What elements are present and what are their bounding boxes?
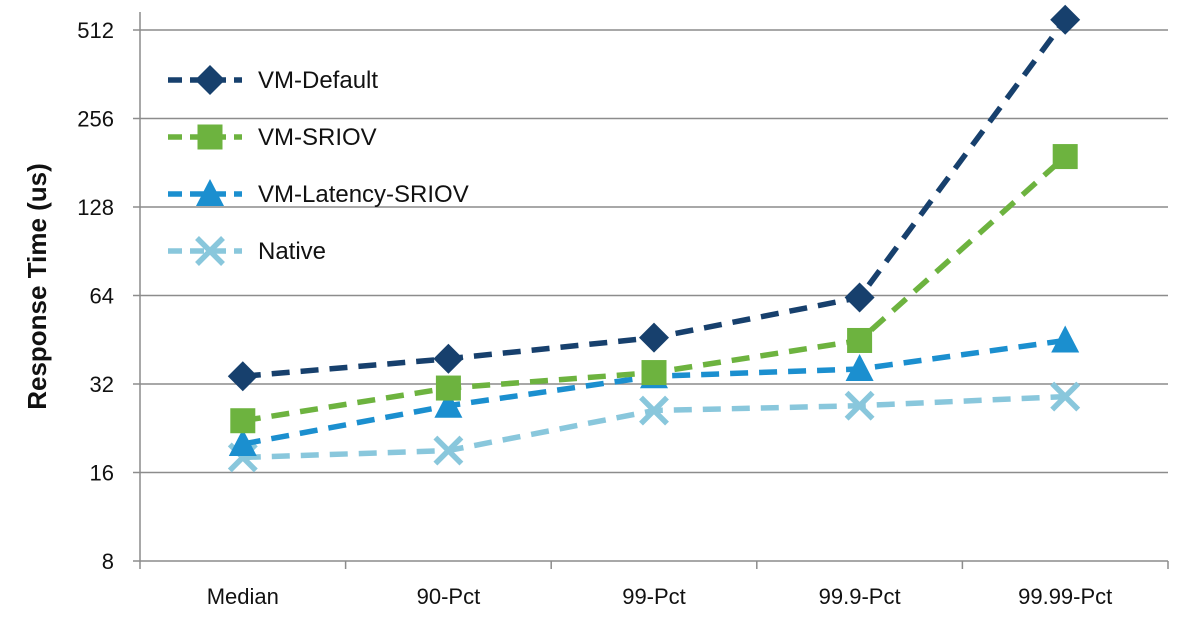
- data-point: [1050, 4, 1081, 35]
- legend-label: VM-SRIOV: [258, 124, 377, 151]
- legend-label: Native: [258, 238, 326, 265]
- data-point: [639, 322, 669, 353]
- series-native: [227, 381, 1081, 473]
- series-vm-default: [227, 4, 1081, 392]
- data-point: [1051, 325, 1080, 353]
- legend-item: VM-Default: [168, 65, 378, 95]
- data-point: [845, 353, 874, 381]
- data-point: [433, 435, 464, 466]
- legend-item: Native: [168, 236, 326, 266]
- y-tick-label: 16: [90, 461, 114, 486]
- data-point: [641, 360, 667, 386]
- x-tick-label: 99-Pct: [622, 584, 686, 609]
- y-tick-label: 512: [77, 18, 114, 43]
- y-axis-title: Response Time (us): [22, 163, 52, 410]
- x-tick-label: 90-Pct: [417, 584, 481, 609]
- legend-marker: [195, 65, 225, 95]
- data-point: [230, 408, 256, 434]
- series-lines: [227, 4, 1081, 473]
- legend-marker: [196, 179, 224, 206]
- data-point: [228, 429, 257, 457]
- x-tick-label: Median: [207, 584, 279, 609]
- series-line: [242, 337, 1066, 447]
- series-vm-sriov: [230, 144, 1078, 434]
- data-point: [844, 282, 875, 313]
- x-tick-label: 99.9-Pct: [819, 584, 901, 609]
- legend-item: VM-SRIOV: [168, 124, 377, 151]
- y-tick-label: 8: [102, 549, 114, 574]
- data-point: [1050, 381, 1081, 412]
- legend-label: VM-Latency-SRIOV: [258, 181, 469, 208]
- data-point: [1052, 144, 1078, 170]
- legend-marker: [195, 236, 225, 266]
- axes: 8 16 32 64 128 256 512 Median 90-Pct 99-Pct 99.9-P…: [77, 12, 1169, 609]
- y-tick-label: 256: [77, 107, 114, 132]
- legend-marker: [197, 124, 223, 150]
- legend-item: VM-Latency-SRIOV: [168, 179, 469, 208]
- data-point: [433, 343, 464, 374]
- gridlines: [140, 29, 1168, 474]
- data-point: [639, 395, 669, 426]
- x-tick-label: 99.99-Pct: [1018, 584, 1112, 609]
- legend-label: VM-Default: [258, 67, 378, 94]
- legend: VM-Default VM-SRIOV VM-Latency-SRIOV Native: [168, 65, 469, 266]
- data-point: [434, 390, 463, 418]
- data-point: [847, 327, 873, 353]
- y-tick-label: 128: [77, 195, 114, 220]
- y-tick-label: 64: [90, 284, 114, 309]
- series-line: [242, 393, 1066, 461]
- data-point: [435, 375, 461, 401]
- data-point: [844, 390, 875, 421]
- y-tick-label: 32: [90, 372, 114, 397]
- data-point: [227, 361, 258, 392]
